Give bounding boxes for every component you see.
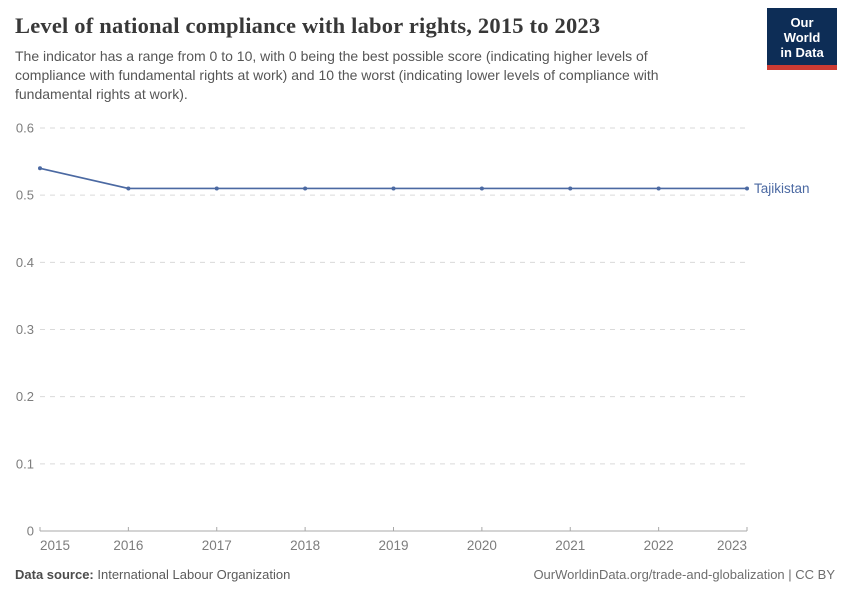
y-tick-label: 0.2 (16, 389, 34, 404)
data-line[interactable] (39, 167, 747, 190)
y-tick-label: 0.5 (16, 188, 34, 203)
x-tick-label: 2016 (113, 538, 143, 553)
x-tick-label: 2023 (717, 538, 747, 553)
x-tick-label: 2020 (467, 538, 497, 553)
data-point[interactable] (303, 186, 308, 191)
owid-logo-line1: Our World (783, 15, 821, 45)
chart-title: Level of national compliance with labor … (15, 13, 601, 38)
y-tick-label: 0.4 (16, 255, 34, 270)
owid-logo[interactable]: Our World in Data (767, 8, 837, 70)
data-source-label: Data source: (15, 567, 94, 582)
data-point[interactable] (126, 186, 131, 191)
y-tick-label: 0.1 (16, 456, 34, 471)
x-tick-label: 2017 (202, 538, 232, 553)
owid-logo-line2: in Data (780, 45, 824, 60)
x-tick-label: 2019 (378, 538, 408, 553)
x-tick-label: 2015 (40, 538, 70, 553)
chart-subtitle: The indicator has a range from 0 to 10, … (15, 48, 659, 102)
data-point[interactable] (391, 186, 396, 191)
y-tick-label: 0.6 (16, 121, 34, 136)
x-tick-label: 2021 (555, 538, 585, 553)
x-tick-label: 2022 (644, 538, 674, 553)
data-point[interactable] (656, 186, 661, 191)
data-point[interactable] (479, 186, 484, 191)
data-point[interactable] (568, 186, 573, 191)
data-point[interactable] (214, 186, 219, 191)
data-source: Data source: International Labour Organi… (15, 567, 290, 582)
y-tick-label: 0.3 (16, 322, 34, 337)
data-point[interactable] (745, 186, 749, 191)
attribution-link[interactable]: OurWorldinData.org/trade-and-globalizati… (533, 567, 835, 582)
y-tick-label: 0 (27, 524, 34, 539)
line-chart[interactable]: 0 0.1 0.2 0.3 0.4 0.5 0.6 2015 2016 2017 2018 2019 2… (0, 0, 850, 560)
data-source-value: International Labour Organization (97, 567, 291, 582)
chart-footer: Data source: International Labour Organi… (15, 567, 835, 582)
x-tick-label: 2018 (290, 538, 320, 553)
series-label[interactable]: Tajikistan (754, 181, 810, 196)
data-point[interactable] (38, 166, 42, 171)
